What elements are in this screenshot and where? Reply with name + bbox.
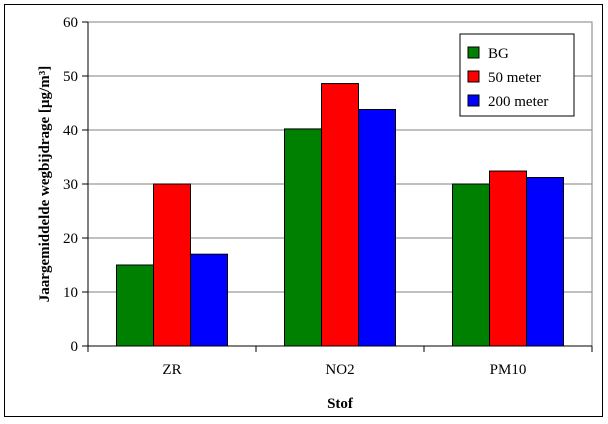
x-tick-label: NO2	[325, 362, 354, 378]
x-tick-label: PM10	[490, 362, 527, 378]
bars	[116, 83, 564, 347]
bar-no2-bg	[284, 128, 322, 347]
bar-pm10-bg	[452, 183, 490, 347]
bar-pm10-200-meter	[526, 177, 564, 347]
legend-label: 200 meter	[488, 94, 548, 110]
y-tick-label: 20	[63, 231, 78, 247]
legend-label: BG	[488, 46, 509, 62]
y-tick-label: 50	[63, 69, 78, 85]
y-tick-label: 30	[63, 177, 78, 193]
legend-swatch	[467, 46, 480, 59]
bar-no2-200-meter	[358, 108, 396, 347]
y-tick-label: 40	[63, 123, 78, 139]
y-tick-label: 10	[63, 285, 78, 301]
bar-zr-50-meter	[153, 183, 191, 347]
bar-pm10-50-meter	[489, 170, 527, 347]
x-axis-title: Stof	[327, 396, 354, 412]
y-axis-title: Jaargemiddelde wegbijdrage [µg/m³]	[37, 66, 53, 302]
y-tick-labels: 0 10 20 30 40 50 60	[63, 15, 78, 355]
legend: BG 50 meter 200 meter	[459, 33, 575, 117]
bar-zr-bg	[116, 264, 154, 347]
legend-label: 50 meter	[488, 70, 541, 86]
y-tick-label: 0	[71, 339, 79, 355]
legend-swatch	[467, 94, 480, 107]
y-tick-label: 60	[63, 15, 78, 31]
x-tick-labels: ZR NO2 PM10	[162, 362, 526, 378]
bar-no2-50-meter	[321, 83, 359, 347]
legend-swatch	[467, 70, 480, 83]
x-tick-label: ZR	[162, 362, 181, 378]
axes	[82, 21, 593, 352]
bar-zr-200-meter	[190, 253, 228, 347]
